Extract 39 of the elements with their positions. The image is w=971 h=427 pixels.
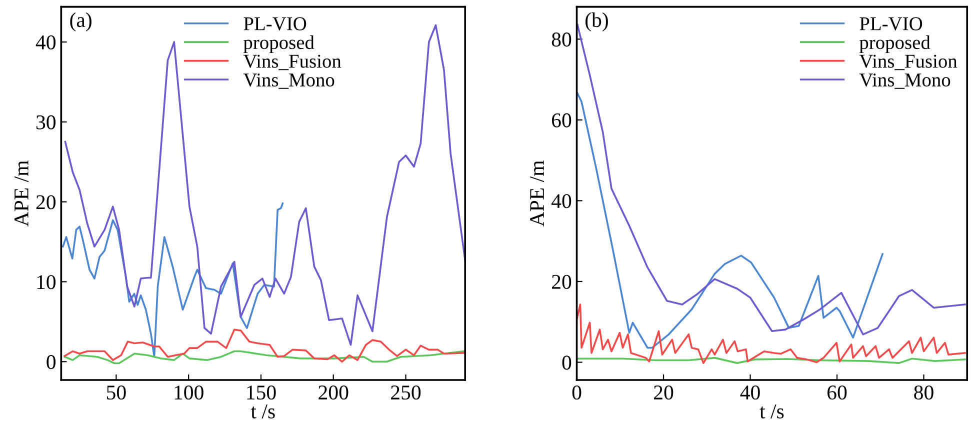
- y-tick-label: 40: [551, 194, 572, 208]
- legend-label: Vins_Fusion: [859, 54, 958, 70]
- annotation: (b): [585, 12, 608, 32]
- y-tick-label: 80: [552, 32, 572, 47]
- y-tick-label: 0: [46, 355, 56, 370]
- x-tick-label: 40: [740, 385, 760, 400]
- legend-label: PL-VIO: [244, 17, 306, 30]
- x-tick-label: 150: [247, 385, 276, 400]
- x-tick-label: 60: [827, 385, 847, 400]
- legend-label: proposed: [859, 35, 930, 54]
- x-tick-label: 0: [572, 385, 582, 400]
- line-series: [576, 92, 884, 349]
- x-tick-label: 20: [654, 385, 674, 400]
- y-axis-title: APE /m: [530, 160, 544, 227]
- y-tick-label: 60: [552, 113, 572, 128]
- line-series: [62, 202, 284, 358]
- legend-label: Vins_Mono: [859, 73, 950, 89]
- y-tick-label: 40: [36, 35, 56, 50]
- x-tick-label: 80: [914, 385, 934, 400]
- line-series: [64, 328, 466, 363]
- legend-label: Vins_Mono: [243, 73, 334, 89]
- x-tick-label: 50: [106, 385, 126, 400]
- y-axis-title: APE /m: [14, 160, 28, 227]
- legend-label: proposed: [244, 35, 314, 54]
- y-tick-label: 30: [36, 115, 56, 130]
- y-tick-label: 20: [36, 195, 56, 210]
- line-series: [576, 304, 966, 364]
- x-tick-label: 200: [318, 385, 348, 400]
- legend-label: PL-VIO: [860, 17, 922, 30]
- x-axis-title: t /s: [250, 404, 275, 418]
- x-tick-label: 100: [174, 385, 204, 400]
- legend-label: Vins_Fusion: [243, 54, 342, 70]
- y-tick-label: 20: [552, 274, 572, 289]
- line-series: [64, 350, 465, 364]
- annotation: (a): [70, 12, 92, 32]
- y-tick-label: 10: [37, 275, 56, 290]
- y-tick-label: 0: [562, 356, 572, 370]
- x-tick-label: 250: [391, 385, 421, 400]
- x-axis-title: t /s: [760, 404, 784, 418]
